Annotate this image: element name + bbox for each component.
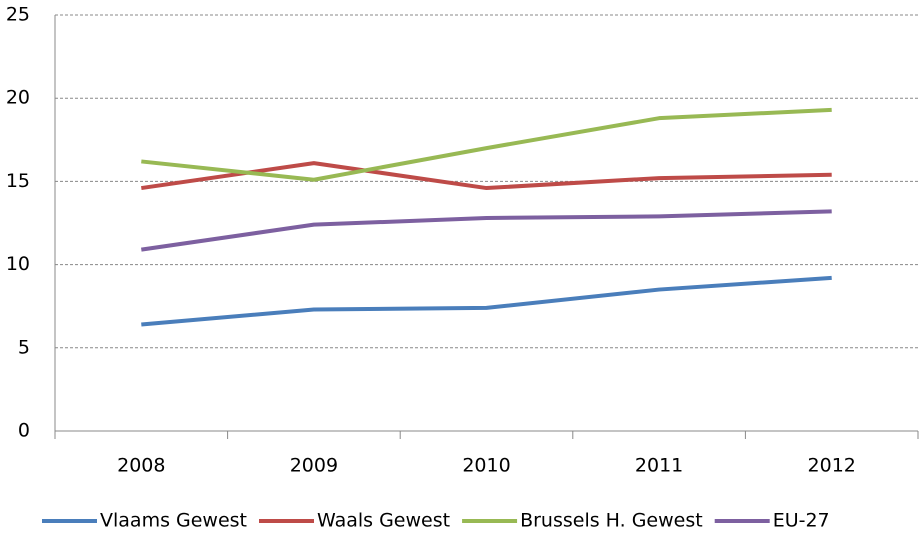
series-line (141, 107, 832, 182)
legend-label: Brussels H. Gewest (520, 510, 703, 532)
y-tick-label: 25 (6, 4, 30, 26)
x-tick-label: 2011 (635, 455, 683, 477)
y-tick-label: 0 (18, 420, 30, 442)
series-line (141, 161, 832, 191)
y-tick-label: 20 (6, 87, 30, 109)
x-tick-label: 2012 (808, 455, 856, 477)
x-tick-label: 2008 (117, 455, 165, 477)
legend-label: EU-27 (773, 510, 830, 532)
series-line (141, 209, 832, 252)
y-tick-label: 5 (18, 336, 30, 358)
legend-label: Vlaams Gewest (100, 510, 247, 532)
y-tick-label: 15 (6, 170, 30, 192)
series-line (141, 275, 832, 327)
y-tick-label: 10 (6, 253, 30, 275)
x-tick-label: 2010 (462, 455, 510, 477)
x-tick-label: 2009 (290, 455, 338, 477)
legend-label: Waals Gewest (317, 510, 450, 532)
